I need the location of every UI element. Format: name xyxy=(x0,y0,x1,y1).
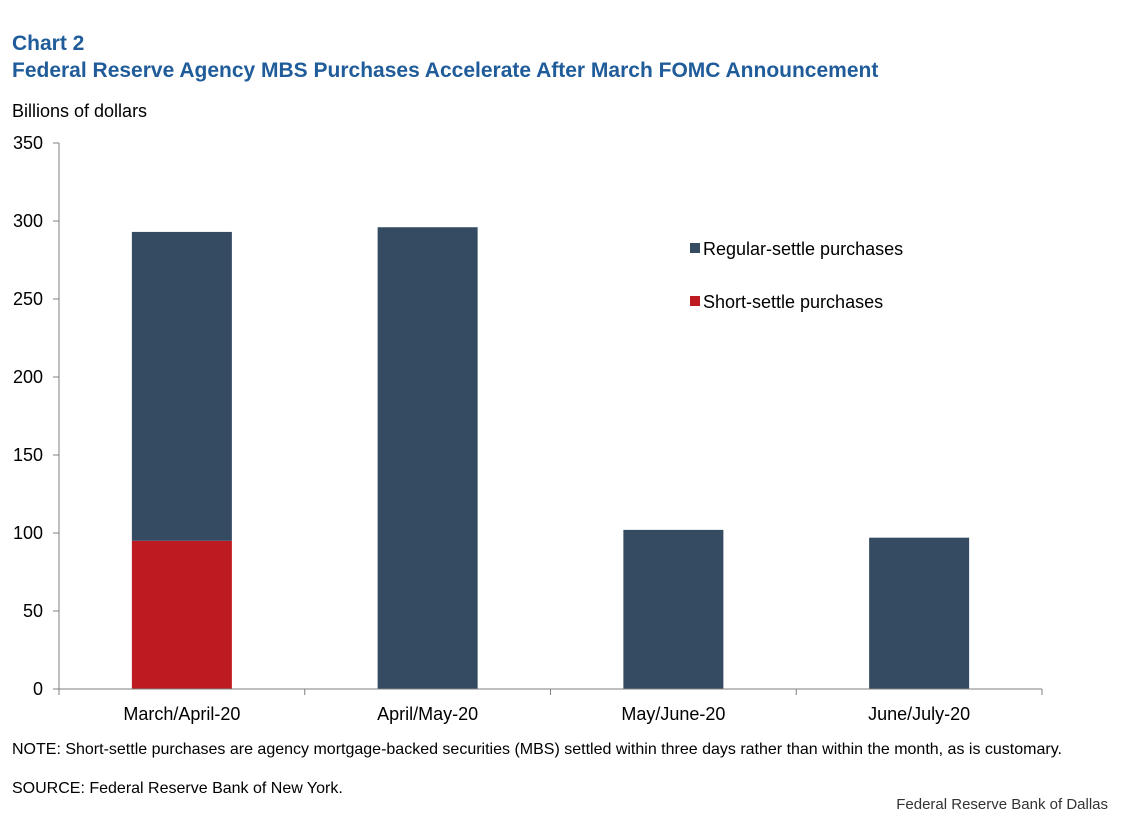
bar-regular-settle-0 xyxy=(131,231,232,541)
y-tick-label: 0 xyxy=(33,679,43,699)
y-tick-label: 150 xyxy=(13,445,43,465)
legend-label: Regular-settle purchases xyxy=(703,239,903,259)
bar-regular-settle-2 xyxy=(623,529,724,689)
chart-title: Federal Reserve Agency MBS Purchases Acc… xyxy=(12,59,879,82)
y-tick-label: 100 xyxy=(13,523,43,543)
y-tick-label: 350 xyxy=(13,133,43,153)
legend-swatch xyxy=(690,243,700,253)
bar-short-settle-0 xyxy=(131,540,232,689)
bar-regular-settle-1 xyxy=(377,227,478,690)
legend-swatch xyxy=(690,296,700,306)
y-axis-unit-label: Billions of dollars xyxy=(12,101,148,121)
bar-regular-settle-3 xyxy=(869,537,970,689)
y-tick-label: 50 xyxy=(23,601,43,621)
y-tick-label: 300 xyxy=(13,211,43,231)
y-tick-label: 200 xyxy=(13,367,43,387)
x-tick-label: May/June-20 xyxy=(621,704,725,724)
chart-number: Chart 2 xyxy=(12,32,85,55)
credit-text: Federal Reserve Bank of Dallas xyxy=(896,796,1108,813)
x-tick-label: June/July-20 xyxy=(868,704,970,724)
legend-label: Short-settle purchases xyxy=(703,292,883,312)
note-text: NOTE: Short-settle purchases are agency … xyxy=(12,741,1062,758)
x-tick-label: March/April-20 xyxy=(123,704,240,724)
x-tick-label: April/May-20 xyxy=(377,704,478,724)
y-tick-label: 250 xyxy=(13,289,43,309)
source-text: SOURCE: Federal Reserve Bank of New York… xyxy=(12,780,343,797)
